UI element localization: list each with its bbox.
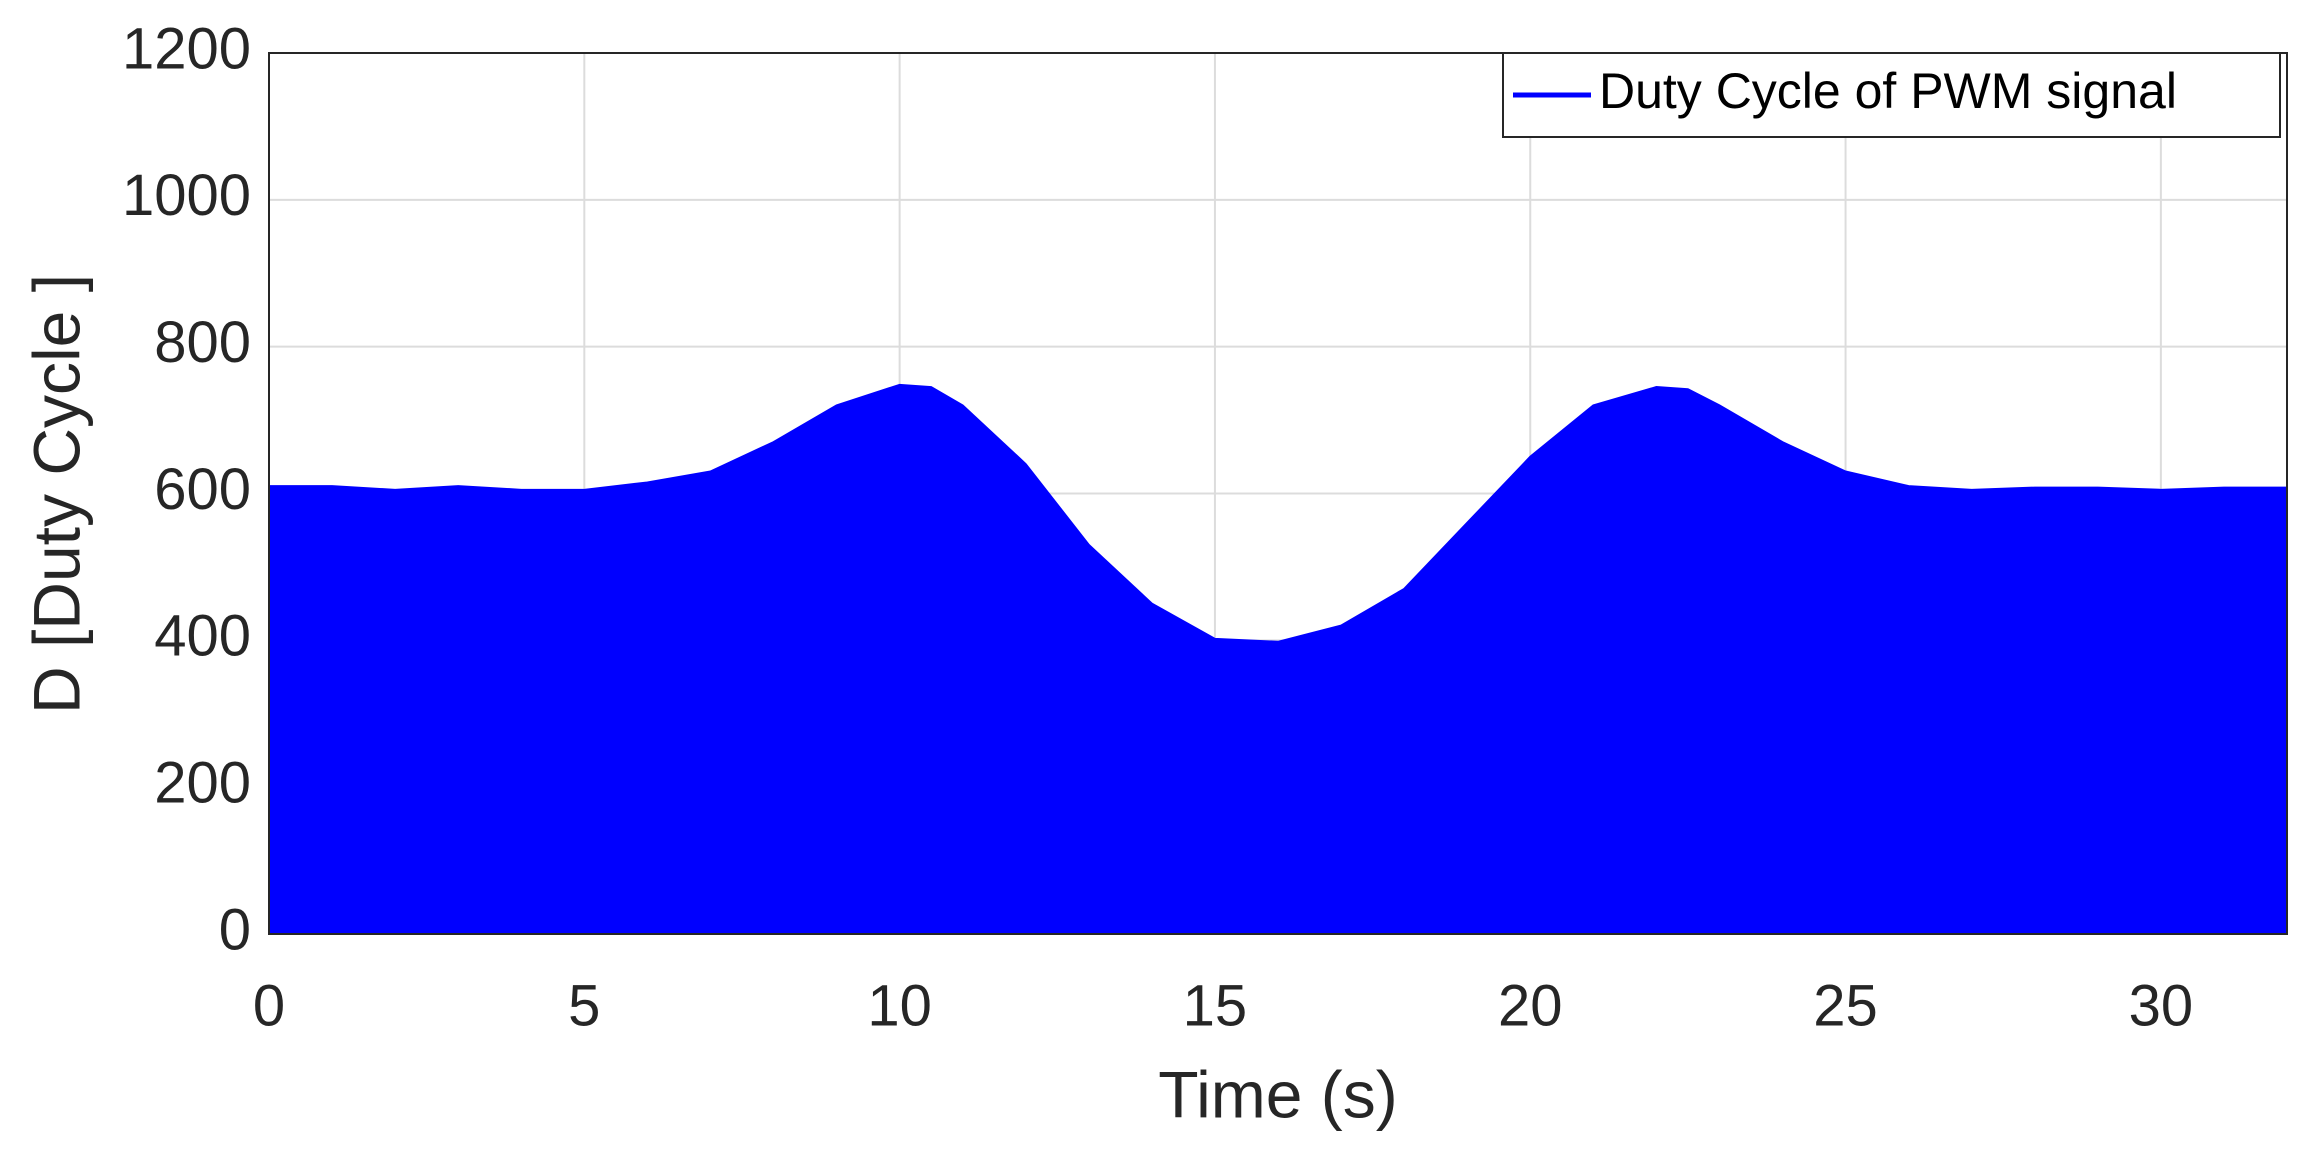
y-tick-label: 0 — [219, 897, 251, 962]
plot-frame — [268, 52, 2288, 935]
legend-label: Duty Cycle of PWM signal — [1599, 63, 2177, 119]
x-tick-label: 5 — [568, 973, 600, 1038]
y-tick-label: 600 — [154, 457, 251, 522]
y-tick-label: 1200 — [122, 16, 251, 81]
x-tick-label: 15 — [1183, 973, 1248, 1038]
y-tick-label: 1000 — [122, 163, 251, 228]
x-tick-label: 0 — [253, 973, 285, 1038]
x-tick-label: 30 — [2129, 973, 2194, 1038]
y-tick-label: 400 — [154, 604, 251, 669]
legend-box — [1502, 52, 2281, 138]
x-axis-label: Time (s) — [1158, 1057, 1398, 1131]
y-axis-label: D [Duty Cycle ] — [19, 274, 93, 714]
x-tick-label: 20 — [1498, 973, 1563, 1038]
y-tick-label: 200 — [154, 750, 251, 815]
x-tick-label: 10 — [867, 973, 932, 1038]
area — [268, 383, 2288, 935]
x-tick-label: 25 — [1813, 973, 1878, 1038]
y-tick-label: 800 — [154, 310, 251, 375]
